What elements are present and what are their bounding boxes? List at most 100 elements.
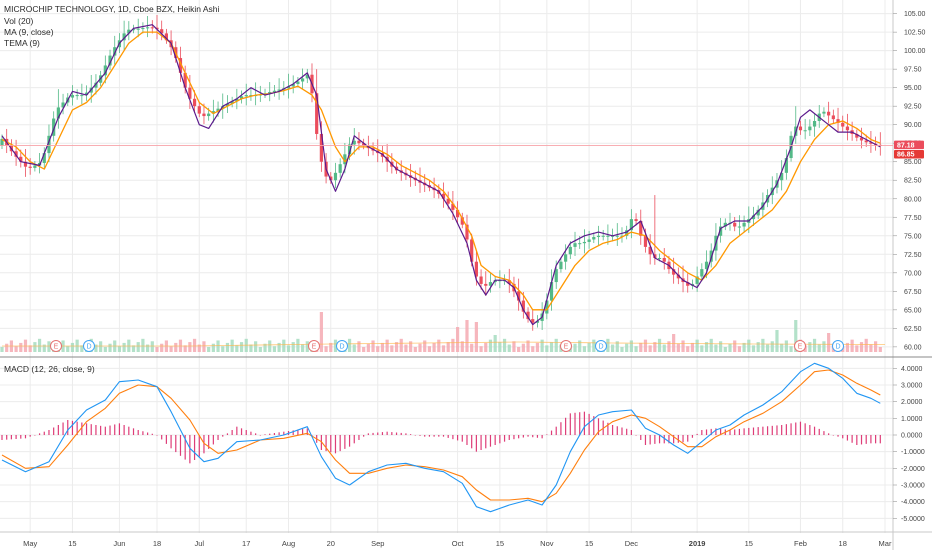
macd-histogram-bar xyxy=(334,435,337,454)
macd-histogram-bar xyxy=(649,435,651,445)
event-label: E xyxy=(54,344,59,351)
macd-histogram-bar xyxy=(663,435,665,444)
earnings-event-marker[interactable]: E xyxy=(308,340,320,352)
candle-body xyxy=(188,87,192,99)
macd-axis-tick: -4.0000 xyxy=(901,499,925,506)
candle-body xyxy=(653,254,657,258)
event-circle[interactable] xyxy=(308,340,320,352)
ma-legend[interactable]: MA (9, close) xyxy=(4,27,54,37)
dividend-event-marker[interactable]: D xyxy=(832,340,844,352)
event-circle[interactable] xyxy=(794,340,806,352)
macd-legend[interactable]: MACD (12, 26, close, 9) xyxy=(4,364,95,374)
candle-body xyxy=(333,172,338,181)
vol-legend[interactable]: Vol (20) xyxy=(4,16,34,26)
volume-bar xyxy=(99,341,103,352)
earnings-event-marker[interactable]: E xyxy=(794,340,806,352)
candle-body xyxy=(141,28,145,30)
candle-body xyxy=(559,261,563,270)
event-circle[interactable] xyxy=(336,340,348,352)
candle-body xyxy=(798,126,803,131)
macd-histogram-bar xyxy=(607,422,609,435)
candle-body xyxy=(108,55,112,66)
event-circle[interactable] xyxy=(560,340,572,352)
candle-body xyxy=(657,257,662,259)
event-circle[interactable] xyxy=(832,340,844,352)
candle-body xyxy=(587,239,591,242)
time-axis-tick: Sep xyxy=(371,539,384,548)
macd-histogram-bar xyxy=(95,425,97,435)
dividend-event-marker[interactable]: D xyxy=(336,340,348,352)
candle-body xyxy=(56,107,60,119)
candle-body xyxy=(94,82,98,88)
candle-body xyxy=(75,95,79,97)
candle-body xyxy=(249,95,253,97)
volume-bar xyxy=(479,346,483,352)
dividend-event-marker[interactable]: D xyxy=(595,340,607,352)
macd-histogram-bar xyxy=(189,435,191,464)
volume-bar xyxy=(643,339,648,352)
candle-body xyxy=(300,78,305,82)
time-axis-tick: 18 xyxy=(839,539,847,548)
volume-bar xyxy=(531,346,535,352)
macd-histogram-bar xyxy=(522,435,524,438)
earnings-event-marker[interactable]: E xyxy=(560,340,572,352)
macd-histogram-bar xyxy=(635,435,637,436)
price-axis-tick: 85.00 xyxy=(904,159,922,166)
macd-histogram-bar xyxy=(781,425,783,435)
price-axis-tick: 70.00 xyxy=(904,270,922,277)
volume-bar xyxy=(80,345,84,352)
candle-body xyxy=(347,144,352,155)
macd-histogram-bar xyxy=(170,435,172,449)
candle-body xyxy=(620,235,624,237)
macd-histogram-bar xyxy=(447,435,449,438)
macd-axis-tick: -3.0000 xyxy=(901,483,925,490)
macd-histogram-bar xyxy=(255,433,257,435)
macd-histogram-bar xyxy=(24,435,27,439)
candle-body xyxy=(127,29,131,34)
macd-histogram-bar xyxy=(20,435,22,439)
volume-bar xyxy=(653,342,657,352)
volume-bar xyxy=(512,341,516,352)
event-circle[interactable] xyxy=(50,340,62,352)
macd-histogram-bar xyxy=(630,430,632,435)
macd-histogram-bar xyxy=(353,435,355,444)
earnings-event-marker[interactable]: E xyxy=(50,340,62,352)
candle-body xyxy=(756,209,760,216)
macd-histogram-bar xyxy=(250,431,252,435)
time-axis-tick: Dec xyxy=(625,539,639,548)
time-axis-tick: 18 xyxy=(153,539,161,548)
volume-bar xyxy=(225,342,230,352)
candle-body xyxy=(803,130,807,132)
macd-histogram-bar xyxy=(414,435,416,436)
time-axis-tick: Oct xyxy=(452,539,465,548)
volume-bar xyxy=(441,345,446,352)
volume-bar xyxy=(70,342,75,352)
macd-histogram-bar xyxy=(790,423,792,435)
macd-histogram-bar xyxy=(104,426,106,435)
volume-bar xyxy=(305,341,309,352)
candle-body xyxy=(704,261,709,270)
dividend-event-marker[interactable]: D xyxy=(83,340,95,352)
macd-histogram-bar xyxy=(536,435,539,438)
macd-histogram-bar xyxy=(480,435,482,450)
candle-body xyxy=(606,235,610,237)
volume-bar xyxy=(770,341,774,352)
macd-histogram-bar xyxy=(297,429,299,435)
volume-bar xyxy=(188,342,192,352)
macd-histogram-bar xyxy=(71,420,74,435)
volume-bar xyxy=(878,347,882,352)
event-circle[interactable] xyxy=(83,340,95,352)
candle-body xyxy=(80,95,84,97)
candle-body xyxy=(202,113,206,117)
event-circle[interactable] xyxy=(595,340,607,352)
macd-axis-tick: 3.0000 xyxy=(901,383,923,390)
volume-bar xyxy=(517,347,521,352)
volume-bar xyxy=(380,342,385,352)
macd-histogram-bar xyxy=(611,425,614,435)
volume-bar xyxy=(634,346,638,352)
macd-axis-tick: 0.0000 xyxy=(901,433,923,440)
volume-bar xyxy=(94,344,98,352)
tema-legend[interactable]: TEMA (9) xyxy=(4,38,40,48)
candle-body xyxy=(160,29,164,34)
